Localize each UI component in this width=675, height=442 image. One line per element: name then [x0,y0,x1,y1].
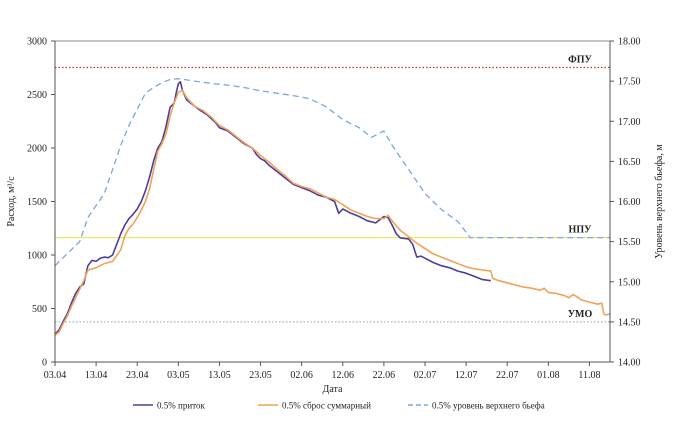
y-right-tick-label: 14.50 [618,317,641,328]
y-right-tick-label: 18.00 [618,37,641,48]
y-right-tick-label: 16.00 [618,197,641,208]
y-left-axis-title: Расход, м³/с [6,176,17,227]
x-tick-label: 12.06 [332,370,355,381]
y-left-tick-label: 2000 [27,144,47,155]
y-right-axis-title: Уровень верхнего бьефа, м [654,144,665,259]
y-left-tick-label: 3000 [27,37,47,48]
x-tick-label: 22.07 [496,370,519,381]
reference-line-label: ФПУ [568,54,592,65]
x-tick-label: 01.08 [537,370,560,381]
y-left-tick-label: 500 [32,304,47,315]
x-tick-label: 23.04 [126,370,149,381]
x-tick-label: 22.06 [373,370,396,381]
legend-label: 0.5% приток [157,401,205,411]
y-right-tick-label: 15.50 [618,237,641,248]
y-left-tick-label: 2500 [27,90,47,101]
legend-label: 0.5% сброс суммарный [282,401,371,411]
y-left-tick-label: 0 [42,358,47,369]
y-right-tick-label: 16.50 [618,157,641,168]
x-tick-label: 03.05 [167,370,190,381]
x-tick-label: 02.07 [414,370,437,381]
y-right-tick-label: 17.50 [618,77,641,88]
y-left-tick-label: 1500 [27,197,47,208]
reference-lines-layer: ФПУ НПУ УМО [55,54,610,323]
series-layer [54,78,611,336]
x-tick-label: 12.07 [455,370,478,381]
reference-line-label: НПУ [569,225,593,236]
x-tick-label: 02.06 [290,370,313,381]
series-line [54,80,491,335]
x-tick-label: 03.04 [44,370,67,381]
reference-line-label: УМО [568,309,593,320]
axes-layer: 03.04 13.04 23.04 03.05 13.05 23.05 02.06 12.06… [6,37,665,396]
x-tick-label: 13.04 [85,370,108,381]
x-axis-title: Дата [323,384,343,395]
series-line [54,89,611,336]
series-line [54,78,610,267]
y-right-tick-label: 14.00 [618,358,641,369]
legend-layer: 0.5% приток 0.5% сброс суммарный 0.5% уров… [133,401,545,411]
x-tick-label: 13.05 [208,370,231,381]
y-left-tick-label: 1000 [27,251,47,262]
x-tick-label: 11.08 [578,370,600,381]
x-tick-label: 23.05 [249,370,272,381]
y-right-tick-label: 15.00 [618,277,641,288]
legend-label: 0.5% уровень верхнего бьефа [432,401,545,411]
y-right-tick-label: 17.00 [618,117,641,128]
